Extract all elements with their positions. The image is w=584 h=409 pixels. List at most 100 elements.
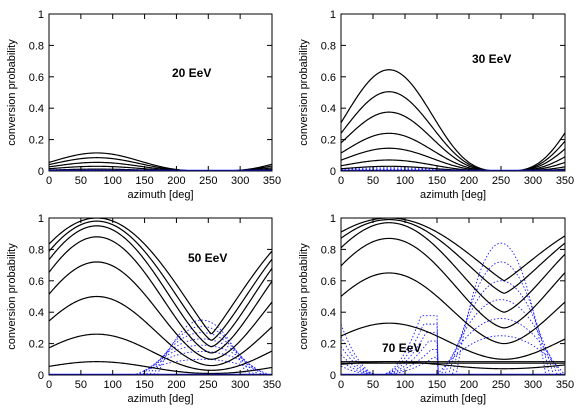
x-axis-label: azimuth [deg] bbox=[127, 189, 193, 201]
x-tick-label: 300 bbox=[231, 379, 249, 391]
y-tick-label: 0.6 bbox=[321, 276, 336, 288]
x-tick-label: 50 bbox=[367, 175, 379, 187]
y-tick-label: 0.2 bbox=[29, 339, 44, 351]
solid-curve-2 bbox=[49, 220, 272, 341]
x-axis-label: azimuth [deg] bbox=[127, 393, 193, 405]
solid-curve-2 bbox=[341, 218, 565, 294]
dotted-curve-7 bbox=[49, 358, 272, 375]
y-tick-label: 0.2 bbox=[321, 135, 336, 147]
x-tick-label: 300 bbox=[524, 379, 542, 391]
x-tick-label: 300 bbox=[231, 175, 249, 187]
x-tick-label: 350 bbox=[263, 379, 281, 391]
solid-curve-7 bbox=[49, 333, 272, 371]
solid-curve-5 bbox=[341, 272, 565, 345]
y-tick-label: 0.8 bbox=[29, 40, 44, 52]
dotted-curve-3 bbox=[341, 280, 565, 375]
plot-area bbox=[341, 69, 565, 171]
x-tick-label: 0 bbox=[338, 379, 344, 391]
solid-curve-1 bbox=[341, 69, 565, 171]
plot-frame bbox=[48, 217, 273, 376]
dotted-curve-2 bbox=[341, 261, 565, 375]
dotted-curve-1 bbox=[49, 319, 272, 375]
y-axis-label: conversion probability bbox=[298, 243, 310, 350]
x-tick-label: 50 bbox=[75, 175, 87, 187]
dotted-curve-5 bbox=[49, 344, 272, 375]
x-tick-label: 50 bbox=[367, 379, 379, 391]
y-tick-label: 0.4 bbox=[29, 103, 44, 115]
solid-curve-3 bbox=[49, 225, 272, 348]
dotted-curve-2 bbox=[49, 325, 272, 375]
x-tick-label: 100 bbox=[396, 379, 414, 391]
solid-curve-2 bbox=[341, 91, 565, 171]
x-tick-label: 250 bbox=[199, 379, 217, 391]
x-tick-label: 300 bbox=[524, 175, 542, 187]
solid-curve-3 bbox=[341, 222, 565, 313]
x-axis-label: azimuth [deg] bbox=[420, 393, 486, 405]
x-tick-label: 50 bbox=[75, 379, 87, 391]
y-tick-label: 0 bbox=[38, 166, 44, 178]
x-tick-label: 0 bbox=[338, 175, 344, 187]
x-tick-label: 100 bbox=[396, 175, 414, 187]
y-tick-label: 0.4 bbox=[321, 307, 336, 319]
y-tick-label: 1 bbox=[38, 9, 44, 21]
x-tick-label: 350 bbox=[263, 175, 281, 187]
panel-energy-label: 30 EeV bbox=[472, 52, 511, 66]
y-tick-label: 0.4 bbox=[29, 307, 44, 319]
plot-frame bbox=[340, 217, 566, 376]
solid-curve-4 bbox=[341, 237, 565, 329]
x-tick-label: 250 bbox=[199, 175, 217, 187]
y-tick-label: 0.2 bbox=[29, 135, 44, 147]
panel-energy-label: 50 EeV bbox=[188, 251, 227, 265]
x-tick-label: 200 bbox=[167, 379, 185, 391]
plot-frame bbox=[340, 13, 566, 172]
y-tick-label: 0.4 bbox=[321, 103, 336, 115]
dotted-curve-6 bbox=[341, 335, 565, 375]
panel-2: 0 50 100 150 200 250 300 350 0 0.2 0.4 0.6 0.8 1 azimu… bbox=[298, 9, 574, 201]
solid-curve-8 bbox=[49, 361, 272, 375]
x-tick-label: 150 bbox=[135, 175, 153, 187]
y-tick-label: 0 bbox=[38, 370, 44, 382]
y-tick-label: 0.8 bbox=[321, 40, 336, 52]
x-axis-label: azimuth [deg] bbox=[420, 189, 486, 201]
plot-area bbox=[49, 218, 272, 375]
solid-curve-6 bbox=[341, 322, 565, 360]
y-tick-label: 0 bbox=[330, 166, 336, 178]
x-tick-label: 0 bbox=[46, 175, 52, 187]
x-tick-label: 100 bbox=[104, 379, 122, 391]
panel-4: 0 50 100 150 200 250 300 350 0 0.2 0.4 0.6 0.8 1 azimu… bbox=[298, 213, 574, 405]
panel-energy-label: 70 EeV bbox=[382, 341, 421, 355]
dotted-curve-5 bbox=[341, 318, 565, 375]
solid-curve-6 bbox=[49, 295, 272, 367]
x-tick-label: 150 bbox=[428, 379, 446, 391]
solid-curve-4 bbox=[49, 236, 272, 354]
x-tick-label: 200 bbox=[167, 175, 185, 187]
x-tick-label: 200 bbox=[460, 379, 478, 391]
y-axis-label: conversion probability bbox=[6, 243, 18, 350]
y-tick-label: 0.8 bbox=[321, 244, 336, 256]
y-tick-label: 1 bbox=[330, 9, 336, 21]
solid-curve-1 bbox=[341, 218, 565, 282]
plot-area bbox=[341, 218, 565, 375]
plot-area bbox=[49, 152, 272, 171]
y-axis-label: conversion probability bbox=[6, 39, 18, 146]
x-tick-label: 250 bbox=[492, 379, 510, 391]
panel-energy-label: 20 EeV bbox=[172, 66, 211, 80]
y-tick-label: 0.6 bbox=[29, 72, 44, 84]
y-tick-label: 0.6 bbox=[29, 276, 44, 288]
x-tick-label: 0 bbox=[46, 379, 52, 391]
y-axis-label: conversion probability bbox=[298, 39, 310, 146]
dotted-curve-3 bbox=[49, 332, 272, 375]
y-tick-label: 0.6 bbox=[321, 72, 336, 84]
x-tick-label: 350 bbox=[556, 175, 574, 187]
solid-curve-5 bbox=[49, 261, 272, 360]
plot-frame bbox=[48, 13, 273, 172]
solid-curve-1 bbox=[49, 218, 272, 335]
y-tick-label: 0 bbox=[330, 370, 336, 382]
dotted-curve-1 bbox=[341, 242, 565, 375]
y-tick-label: 1 bbox=[38, 213, 44, 225]
x-tick-label: 250 bbox=[492, 175, 510, 187]
y-tick-label: 1 bbox=[330, 213, 336, 225]
y-tick-label: 0.2 bbox=[321, 339, 336, 351]
x-tick-label: 150 bbox=[428, 175, 446, 187]
